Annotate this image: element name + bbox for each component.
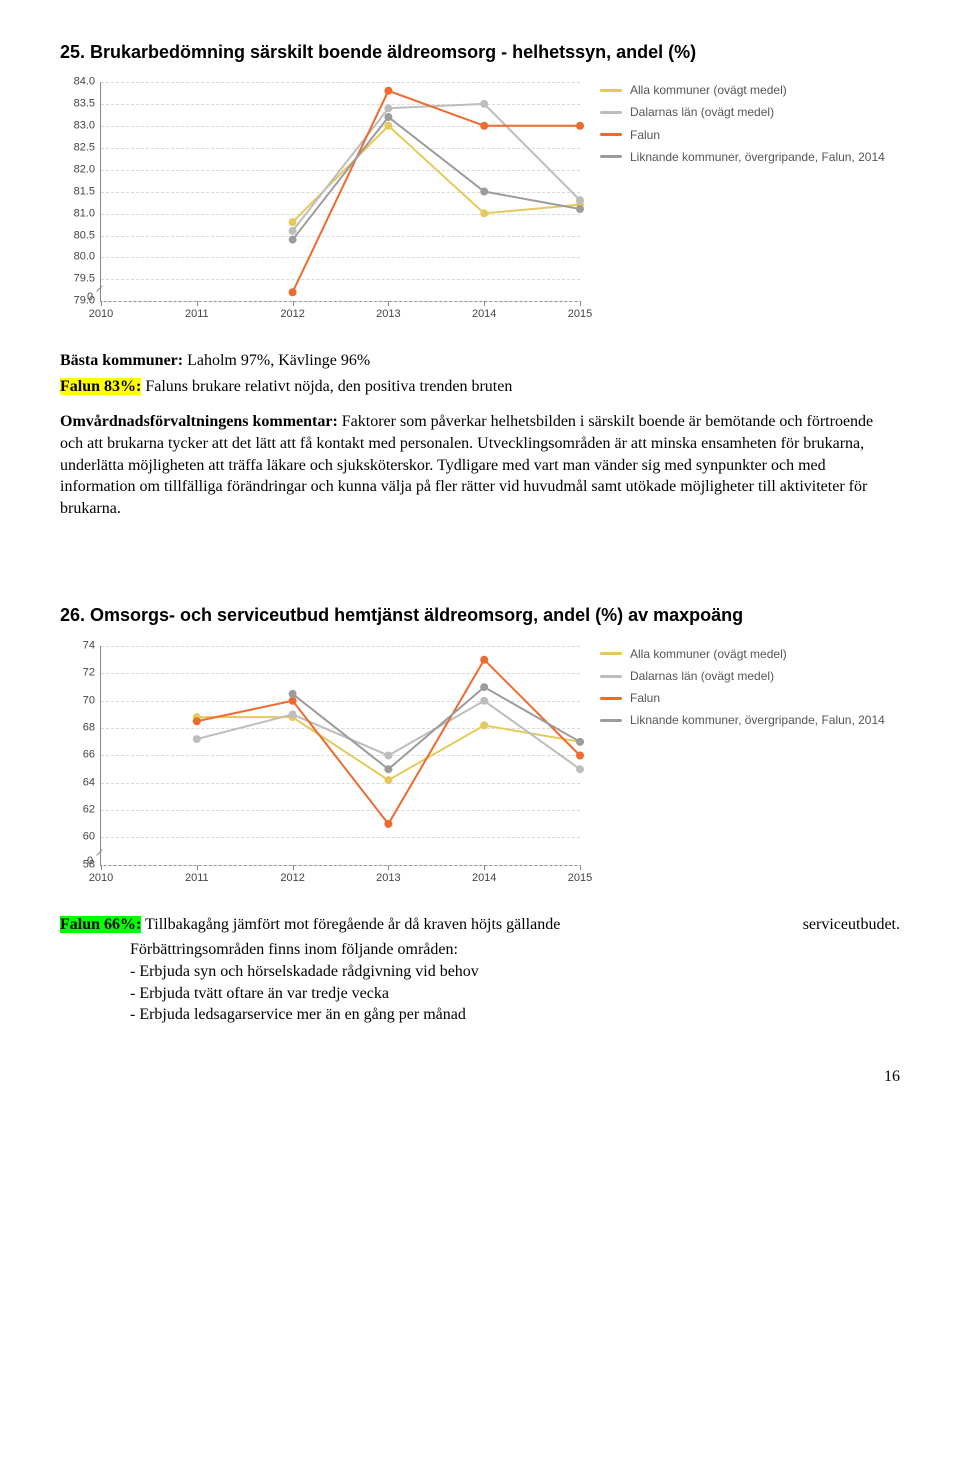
legend-label: Dalarnas län (ovägt medel) — [630, 668, 774, 684]
chart-26: 5860626466687072742010201120122013201420… — [60, 640, 900, 900]
improvement-bullet: - Erbjuda syn och hörselskadade rådgivni… — [130, 961, 900, 983]
legend-swatch — [600, 111, 622, 114]
legend-label: Dalarnas län (ovägt medel) — [630, 104, 774, 120]
legend-item: Liknande kommuner, övergripande, Falun, … — [600, 149, 885, 165]
legend-label: Liknande kommuner, övergripande, Falun, … — [630, 149, 885, 165]
chart-26-legend: Alla kommuner (ovägt medel) Dalarnas län … — [600, 646, 885, 735]
legend-swatch — [600, 133, 622, 136]
legend-swatch — [600, 155, 622, 158]
legend-label: Alla kommuner (ovägt medel) — [630, 646, 787, 662]
legend-item: Dalarnas län (ovägt medel) — [600, 668, 885, 684]
chart-25: 79.079.580.080.581.081.582.082.583.083.5… — [60, 76, 900, 336]
legend-label: Alla kommuner (ovägt medel) — [630, 82, 787, 98]
best-kommuner-label: Bästa kommuner: — [60, 352, 183, 369]
legend-item: Falun — [600, 127, 885, 143]
falun-66-right: serviceutbudet. — [803, 914, 900, 936]
legend-item: Liknande kommuner, övergripande, Falun, … — [600, 712, 885, 728]
legend-label: Falun — [630, 127, 660, 143]
falun-83-label: Falun 83%: — [60, 378, 141, 395]
page-number: 16 — [60, 1066, 900, 1088]
legend-label: Liknande kommuner, övergripande, Falun, … — [630, 712, 885, 728]
legend-item: Falun — [600, 690, 885, 706]
comment-paragraph-25: Omvårdnadsförvaltningens kommentar: Fakt… — [60, 411, 900, 519]
legend-item: Dalarnas län (ovägt medel) — [600, 104, 885, 120]
legend-label: Falun — [630, 690, 660, 706]
section-26-title: 26. Omsorgs- och serviceutbud hemtjänst … — [60, 603, 900, 627]
improvement-intro: Förbättringsområden finns inom följande … — [130, 939, 900, 961]
legend-swatch — [600, 652, 622, 655]
improvement-list: Förbättringsområden finns inom följande … — [130, 939, 900, 1025]
falun-line-26: Falun 66%: Tillbakagång jämfört mot före… — [60, 914, 900, 936]
falun-83-text: Faluns brukare relativt nöjda, den posit… — [141, 378, 512, 395]
legend-swatch — [600, 697, 622, 700]
legend-swatch — [600, 675, 622, 678]
improvement-bullet: - Erbjuda tvätt oftare än var tredje vec… — [130, 983, 900, 1005]
legend-swatch — [600, 719, 622, 722]
chart-25-legend: Alla kommuner (ovägt medel) Dalarnas län … — [600, 82, 885, 171]
falun-66-text: Tillbakagång jämfört mot föregående år d… — [141, 916, 560, 933]
improvement-bullet: - Erbjuda ledsagarservice mer än en gång… — [130, 1004, 900, 1026]
falun-line-25: Falun 83%: Faluns brukare relativt nöjda… — [60, 376, 900, 398]
legend-item: Alla kommuner (ovägt medel) — [600, 646, 885, 662]
legend-swatch — [600, 89, 622, 92]
best-kommuner-line: Bästa kommuner: Laholm 97%, Kävlinge 96% — [60, 350, 900, 372]
comment-label-25: Omvårdnadsförvaltningens kommentar: — [60, 413, 338, 430]
best-kommuner-text: Laholm 97%, Kävlinge 96% — [183, 352, 370, 369]
falun-66-label: Falun 66%: — [60, 916, 141, 933]
section-25-title: 25. Brukarbedömning särskilt boende äldr… — [60, 40, 900, 64]
legend-item: Alla kommuner (ovägt medel) — [600, 82, 885, 98]
